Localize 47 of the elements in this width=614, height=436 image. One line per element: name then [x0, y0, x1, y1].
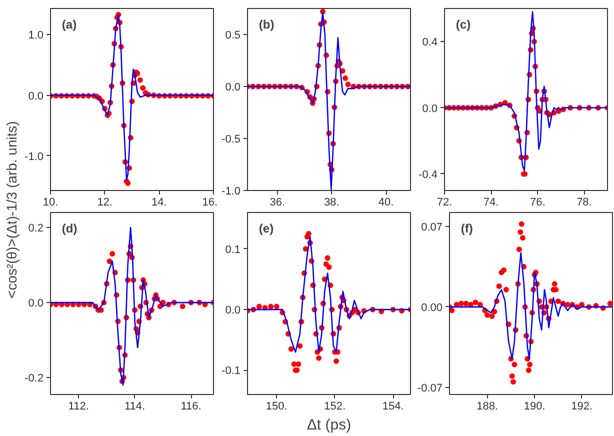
x-tick-label: 116. — [180, 400, 202, 412]
y-tick-label: 0.2 — [28, 222, 44, 235]
x-tick-label: 10. — [42, 196, 58, 208]
y-tick-label: 0.0 — [422, 102, 438, 115]
y-tick-label: -0.07 — [417, 382, 443, 395]
annotation: (c) — [456, 18, 471, 32]
x-tick-label: 154. — [382, 400, 404, 412]
x-tick-label: 112. — [68, 400, 89, 412]
x-tick-label: 152. — [324, 400, 346, 412]
y-axis-title: <cos²(θ)>(Δt)-1/3 (arb. units) — [4, 121, 20, 298]
x-tick-label: 78. — [576, 196, 592, 208]
x-tick-label: 192. — [571, 400, 593, 412]
x-tick-label: 190. — [524, 400, 546, 412]
annotation: (a) — [62, 18, 77, 32]
y-tick-label: 0.00 — [421, 302, 443, 314]
annotation: (d) — [62, 222, 78, 236]
annotation: (b) — [258, 18, 274, 32]
x-tick-label: 16. — [202, 196, 218, 208]
y-tick-label: 0.4 — [422, 36, 438, 49]
y-tick-label: 0.0 — [28, 90, 44, 102]
annotation: (e) — [258, 222, 274, 236]
y-tick-label: -0.2 — [24, 372, 44, 385]
x-tick-label: 72. — [436, 196, 452, 208]
y-tick-label: 0.5 — [225, 30, 241, 42]
x-tick-label: 12. — [97, 196, 112, 208]
y-tick-label: 0.1 — [225, 244, 241, 256]
y-tick-label: 1.0 — [28, 30, 44, 42]
y-tick-label: 0.0 — [225, 82, 241, 94]
x-tick-label: 40. — [378, 196, 394, 208]
x-tick-label: 36. — [270, 196, 286, 208]
x-tick-label: 14. — [152, 196, 167, 208]
y-tick-label: 0.0 — [28, 298, 44, 310]
x-tick-label: 74. — [483, 196, 499, 208]
y-tick-label: -0.4 — [418, 168, 438, 181]
y-tick-label: -0.5 — [222, 134, 241, 146]
y-tick-label: 0.07 — [421, 221, 443, 234]
annotation: (f) — [460, 222, 473, 236]
x-tick-label: 188. — [476, 400, 498, 412]
x-tick-label: 76. — [530, 196, 546, 208]
x-tick-label: 114. — [124, 400, 146, 412]
y-tick-label: -1.0 — [24, 150, 44, 163]
y-tick-label: 0.0 — [225, 304, 241, 317]
x-tick-label: 150. — [266, 400, 288, 412]
x-axis-title: Δt (ps) — [306, 416, 352, 434]
y-tick-label: -0.1 — [222, 365, 241, 378]
x-tick-label: 38. — [324, 196, 340, 208]
y-tick-label: -1.0 — [222, 186, 241, 198]
